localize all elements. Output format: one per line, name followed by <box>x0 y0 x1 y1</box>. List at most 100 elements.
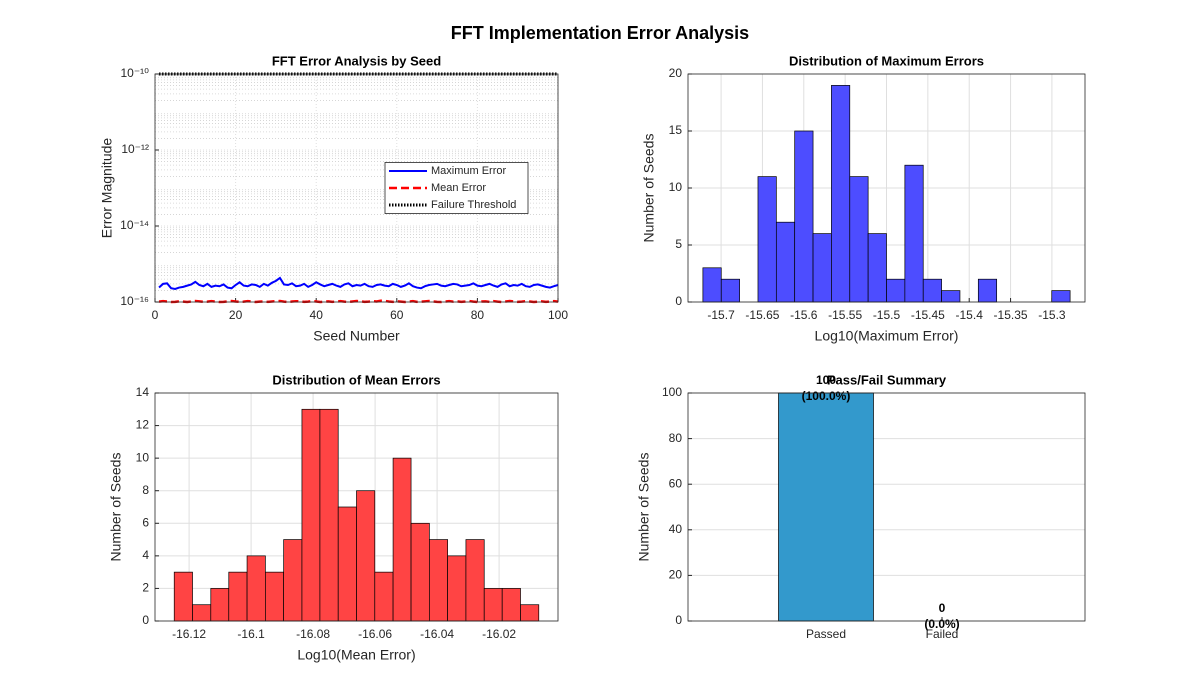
y-tick-label: 10 <box>136 450 150 464</box>
x-tick-label: 60 <box>390 308 404 322</box>
y-tick-label: 10 <box>669 180 683 194</box>
y-tick-label: 20 <box>669 568 683 582</box>
histogram-bar <box>337 506 357 622</box>
x-tick-label: -15.5 <box>873 308 901 322</box>
y-tick-label: 2 <box>142 581 149 595</box>
axes-title: Pass/Fail Summary <box>827 372 947 387</box>
histogram-bar <box>849 176 869 303</box>
axes-title: Distribution of Maximum Errors <box>789 53 984 68</box>
x-tick-label: -15.7 <box>707 308 735 322</box>
histogram-bar <box>886 278 906 303</box>
x-axis-label: Seed Number <box>313 328 400 344</box>
x-tick-label: -15.3 <box>1038 308 1066 322</box>
axes-title: FFT Error Analysis by Seed <box>272 53 441 68</box>
y-tick-label: 40 <box>669 522 683 536</box>
x-tick-label: -16.12 <box>172 627 206 641</box>
x-axis-label: Log10(Mean Error) <box>297 647 415 663</box>
subplot: 0 2 4 6 8 10 12 14 -16.12 -16.1 -16.08 -16.06 -16.04… <box>108 372 559 663</box>
axes-title: Distribution of Mean Errors <box>272 372 440 387</box>
histogram-bar <box>831 85 851 303</box>
histogram-bar <box>228 571 248 622</box>
histogram-bar <box>757 176 777 303</box>
histogram-bar <box>867 233 887 303</box>
x-tick-label: -15.65 <box>745 308 779 322</box>
y-tick-label: 80 <box>669 431 683 445</box>
x-tick-label: 100 <box>548 308 568 322</box>
x-tick-label: Failed <box>926 627 959 641</box>
figure-title: FFT Implementation Error Analysis <box>451 23 749 43</box>
x-tick-label: -15.35 <box>994 308 1028 322</box>
value-label: 100 <box>816 373 836 387</box>
histogram-bar <box>301 408 321 622</box>
subplot: 10⁻¹⁶ 10⁻¹⁴ 10⁻¹² 10⁻¹⁰ 0 20 40 60 80 100 Maximum … <box>99 53 569 343</box>
bar <box>778 392 874 622</box>
y-tick-label: 8 <box>142 483 149 497</box>
legend-label: Failure Threshold <box>431 199 516 211</box>
x-tick-label: -16.08 <box>296 627 330 641</box>
y-tick-label: 10⁻¹² <box>121 142 149 156</box>
series-line <box>158 299 559 304</box>
histogram-bar <box>1051 290 1071 303</box>
y-tick-label: 12 <box>136 418 150 432</box>
y-tick-label: 10⁻¹⁶ <box>120 294 149 308</box>
x-tick-label: Passed <box>806 627 846 641</box>
histogram-bar <box>812 233 832 303</box>
y-tick-label: 10⁻¹⁰ <box>121 66 150 80</box>
x-tick-label: 40 <box>310 308 324 322</box>
histogram-bar <box>283 539 303 622</box>
histogram-bar <box>904 164 924 303</box>
x-tick-label: -16.02 <box>482 627 516 641</box>
y-tick-label: 60 <box>669 476 683 490</box>
histogram-bar <box>941 290 961 303</box>
y-tick-label: 5 <box>675 237 682 251</box>
x-tick-label: -15.6 <box>790 308 818 322</box>
y-tick-label: 14 <box>136 385 150 399</box>
y-axis-label: Number of Seeds <box>641 134 657 243</box>
series-line <box>158 276 559 291</box>
y-tick-label: 10⁻¹⁴ <box>120 218 149 232</box>
histogram-bar <box>210 588 230 622</box>
histogram-bar <box>483 588 503 622</box>
subplot: 0 20 40 60 80 100 Passed 100 (100.0%) Failed 0 (0.0… <box>636 372 1086 641</box>
y-axis-label: Number of Seeds <box>636 453 652 562</box>
histogram-bar <box>173 571 193 622</box>
histogram-bar <box>922 278 942 303</box>
histogram-bar <box>192 604 212 622</box>
x-tick-label: 0 <box>152 308 159 322</box>
x-tick-label: -15.45 <box>911 308 945 322</box>
x-tick-label: 80 <box>471 308 485 322</box>
legend-label: Mean Error <box>431 182 486 194</box>
histogram-bar <box>265 571 284 622</box>
y-tick-label: 15 <box>669 123 683 137</box>
histogram-bar <box>977 278 998 303</box>
histogram-bar <box>410 522 430 622</box>
subplot: 0 5 10 15 20 -15.7 -15.65 -15.6 -15.55 -15.5 -15.4… <box>641 53 1086 344</box>
value-label: (0.0%) <box>924 617 959 631</box>
histogram-bar <box>356 490 376 622</box>
value-label: (100.0%) <box>802 389 851 403</box>
x-tick-label: -15.4 <box>956 308 984 322</box>
x-tick-label: 20 <box>229 308 243 322</box>
histogram-bar <box>319 408 339 622</box>
histogram-bar <box>501 588 521 622</box>
y-tick-label: 0 <box>675 294 682 308</box>
y-tick-label: 4 <box>142 548 149 562</box>
x-axis-label: Log10(Maximum Error) <box>815 328 959 344</box>
histogram-bar <box>374 571 394 622</box>
histogram-bar <box>702 267 722 303</box>
y-tick-label: 100 <box>662 385 682 399</box>
axes-border <box>687 392 1086 622</box>
y-axis-label: Error Magnitude <box>99 138 115 239</box>
plot-area <box>688 393 1085 621</box>
y-tick-label: 0 <box>675 613 682 627</box>
axes-border <box>687 73 1086 303</box>
x-tick-label: -15.55 <box>828 308 862 322</box>
histogram-bar <box>246 555 266 622</box>
x-tick-label: -16.1 <box>237 627 265 641</box>
histogram-bar <box>775 221 796 303</box>
axes-border <box>154 392 559 622</box>
histogram-bar <box>429 539 448 622</box>
x-tick-label: -16.06 <box>358 627 392 641</box>
axes-border <box>154 73 559 303</box>
